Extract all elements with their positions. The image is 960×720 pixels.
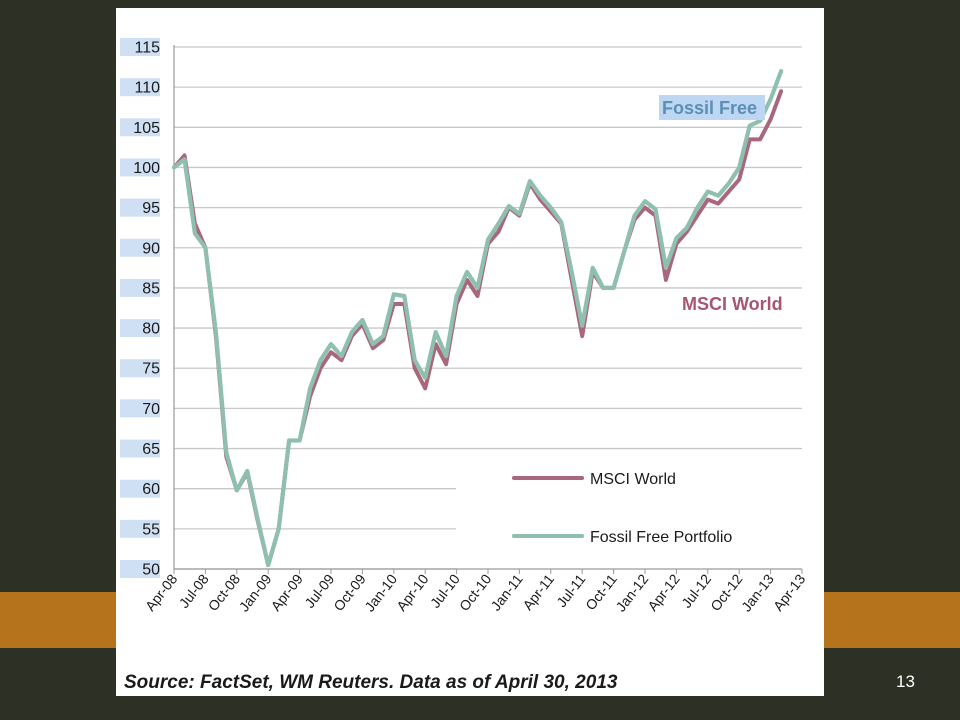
y-tick-highlight <box>120 38 160 56</box>
legend-label-fossil-free: Fossil Free Portfolio <box>590 529 732 546</box>
x-tick-label: Oct-12 <box>707 571 746 614</box>
x-tick-label: Jan-10 <box>361 571 400 615</box>
y-tick-label: 85 <box>142 280 160 297</box>
x-tick-label: Oct-09 <box>330 571 369 614</box>
x-tick-label: Jan-09 <box>236 571 275 615</box>
x-tick-label: Oct-10 <box>456 571 495 614</box>
line-chart: 50556065707580859095100105110115Apr-08Ju… <box>120 38 809 615</box>
fossil-free-annotation: Fossil Free <box>662 98 757 118</box>
x-tick-label: Apr-11 <box>519 571 557 613</box>
fossil-free-annotation-highlight <box>659 95 765 120</box>
x-tick-label: Jan-12 <box>612 571 651 615</box>
y-tick-label: 90 <box>142 240 160 257</box>
y-tick-highlight <box>120 560 160 578</box>
y-tick-label: 70 <box>142 401 160 418</box>
y-tick-label: 55 <box>142 521 160 538</box>
chart-card: 50 55 60 65 70 75 80 85 90 95 100 105 110 115 Apr-08 Ju… <box>116 8 824 696</box>
y-tick-highlight <box>120 238 160 257</box>
y-tick-label: 110 <box>134 80 160 97</box>
y-tick-label: 60 <box>142 481 160 498</box>
y-tick-highlight <box>120 118 160 137</box>
y-tick-highlight <box>120 439 160 458</box>
source-note: Source: FactSet, WM Reuters. Data as of … <box>124 672 618 693</box>
y-tick-highlight <box>120 158 160 177</box>
y-tick-label: 95 <box>142 200 160 217</box>
y-tick-label: 105 <box>133 120 160 137</box>
y-tick-label: 65 <box>142 441 160 458</box>
x-tick-label: Apr-10 <box>393 571 432 614</box>
x-tick-label: Jan-11 <box>487 571 525 614</box>
y-tick-label: 80 <box>142 321 160 338</box>
fossil-free-series-line <box>171 68 784 568</box>
y-tick-highlight <box>120 78 160 97</box>
y-tick-highlight <box>120 278 160 297</box>
x-tick-label: Apr-09 <box>267 571 306 614</box>
y-tick-highlight <box>120 519 160 538</box>
y-tick-label: 115 <box>134 40 160 57</box>
y-tick-label: 100 <box>133 160 160 177</box>
page-number: 13 <box>896 672 915 691</box>
x-tick-label: Apr-12 <box>644 571 683 614</box>
y-tick-highlight <box>120 479 160 498</box>
y-tick-label: 75 <box>142 361 160 378</box>
y-tick-highlight <box>120 198 160 217</box>
x-tick-label: Jan-13 <box>738 571 777 615</box>
legend-label-msci-world: MSCI World <box>590 471 676 488</box>
y-tick-highlight <box>120 359 160 378</box>
y-tick-label: 50 <box>142 562 160 579</box>
y-tick-highlight <box>120 319 160 338</box>
x-tick-label: Apr-13 <box>770 571 809 614</box>
y-tick-highlight <box>120 399 160 418</box>
msci-world-annotation: MSCI World <box>682 294 783 314</box>
